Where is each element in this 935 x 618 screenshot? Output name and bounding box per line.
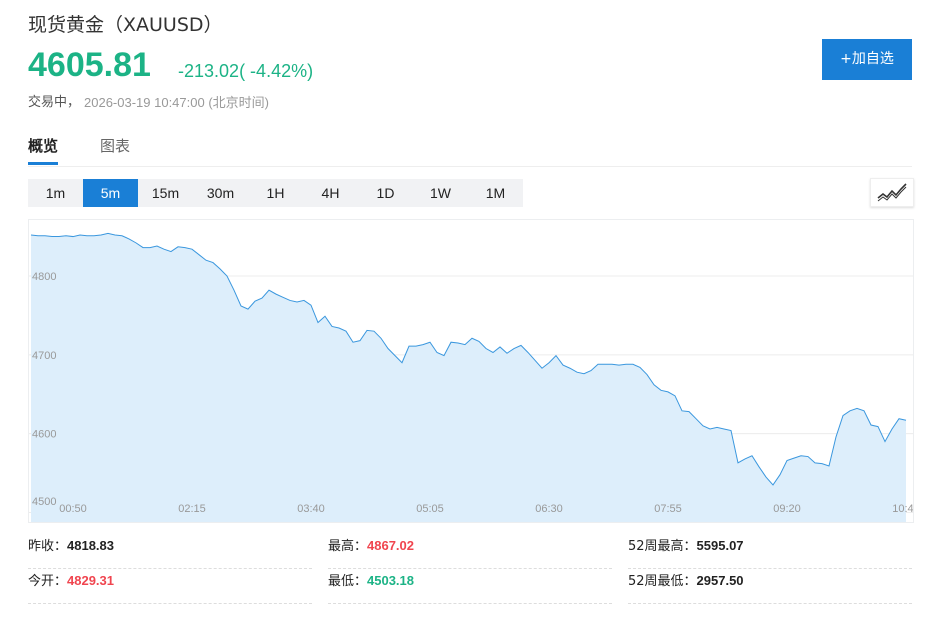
period-button[interactable]: 15m (151, 185, 180, 201)
chart-type-button[interactable] (870, 178, 914, 207)
x-tick-label: 09:20 (773, 503, 801, 515)
x-tick-label: 10:45 (892, 503, 914, 515)
add-watchlist-button[interactable]: +加自选 (822, 39, 912, 80)
stat-label: 昨收： (28, 539, 68, 554)
x-tick-label: 02:15 (178, 503, 206, 515)
stat-label: 最高： (328, 539, 368, 554)
line-icon (877, 183, 907, 202)
x-tick-label: 05:05 (416, 503, 444, 515)
stat-label: 今开： (28, 574, 68, 589)
price-chart: 4500 4600 4700 4800 00:50 02:15 03:40 05:05 06:3… (28, 219, 914, 523)
stat-item: 最低：4503.18 (328, 568, 612, 604)
y-tick-label: 4500 (32, 496, 56, 508)
status: 交易中， (28, 95, 81, 110)
y-tick-label: 4600 (32, 429, 56, 441)
period-button[interactable]: 1D (376, 185, 395, 201)
stat-value: 4818.83 (67, 538, 115, 553)
tab[interactable]: 概览 (28, 135, 59, 165)
stat-value: 5595.07 (696, 538, 744, 553)
period-button[interactable]: 1W (430, 185, 451, 201)
stat-value: 2957.50 (696, 573, 744, 588)
area-fill (31, 233, 906, 522)
stat-value: 4867.02 (367, 538, 415, 553)
price: 4605.81 (28, 46, 151, 84)
separator (28, 166, 912, 167)
title: 现货黄金（XAUUSD） (28, 14, 223, 36)
x-tick-label: 00:50 (59, 503, 87, 515)
period-bar: 1m 5m 15m 30m 1H 4H 1D 1W 1M (28, 179, 523, 207)
change-percent: ( -4.42%) (239, 61, 314, 81)
x-tick-label: 03:40 (297, 503, 325, 515)
period-button[interactable]: 1M (485, 185, 506, 201)
change: -213.02( -4.42%) (178, 61, 313, 82)
y-tick-label: 4800 (32, 271, 56, 283)
stat-value: 4503.18 (367, 573, 415, 588)
change-value: -213.02 (178, 61, 240, 81)
stat-item: 昨收：4818.83 (28, 533, 312, 569)
period-button[interactable]: 5m (83, 179, 138, 207)
stat-label: 52周最低： (628, 574, 697, 589)
period-button[interactable]: 30m (206, 185, 235, 201)
x-tick-label: 07:55 (654, 503, 682, 515)
stat-value: 4829.31 (67, 573, 115, 588)
y-tick-label: 4700 (32, 350, 56, 362)
x-tick-label: 06:30 (535, 503, 563, 515)
datetime: 2026-03-19 10:47:00 (北京时间) (84, 95, 269, 110)
price-line (30, 232, 907, 486)
stat-item: 今开：4829.31 (28, 568, 312, 604)
stat-item: 52周最高：5595.07 (628, 533, 912, 569)
stat-label: 52周最高： (628, 539, 697, 554)
tab[interactable]: 图表 (100, 137, 131, 155)
period-button[interactable]: 1m (45, 185, 66, 201)
stat-label: 最低： (328, 574, 368, 589)
stat-item: 52周最低：2957.50 (628, 568, 912, 604)
stat-item: 最高：4867.02 (328, 533, 612, 569)
period-button[interactable]: 4H (321, 185, 340, 201)
period-button[interactable]: 1H (266, 185, 285, 201)
